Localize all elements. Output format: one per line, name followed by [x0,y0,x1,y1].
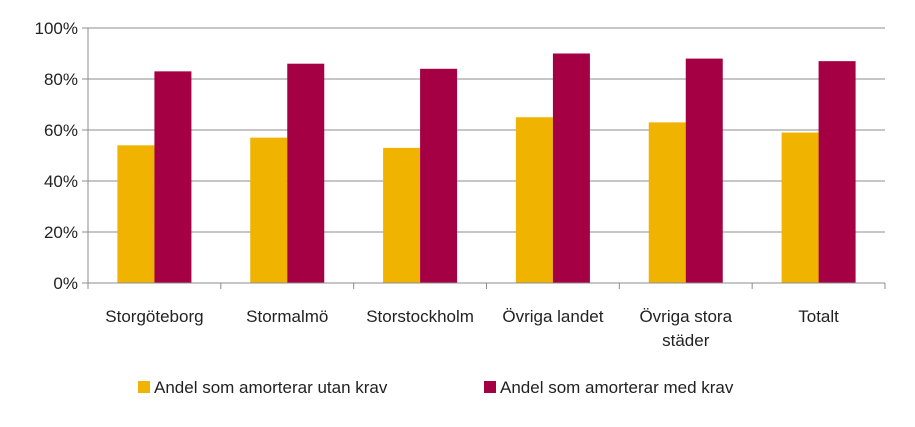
bar-med-krav [685,58,723,283]
category-label: Övriga stora [639,307,732,326]
bar-utan-krav [383,147,421,283]
bar-utan-krav [515,117,553,283]
legend-swatch [138,381,150,393]
bar-med-krav [818,61,856,284]
y-tick-label: 80% [44,70,78,89]
y-tick-label: 20% [44,223,78,242]
grid-lines [82,27,885,284]
y-tick-label: 100% [35,19,78,38]
category-label: Storstockholm [366,307,474,326]
bar-utan-krav [648,122,686,283]
category-label: städer [662,331,710,350]
legend-label: Andel som amorterar med krav [500,378,734,397]
bar-utan-krav [250,137,288,283]
bar-med-krav [552,53,590,283]
bar-med-krav [287,63,325,284]
bar-med-krav [420,68,458,283]
y-tick-label: 40% [44,172,78,191]
category-label: Övriga landet [502,307,603,326]
y-tick-label: 60% [44,121,78,140]
axes [87,28,886,289]
legend: Andel som amorterar utan krav Andel som a… [138,378,734,397]
category-label: Storgöteborg [105,307,203,326]
category-label: Totalt [798,307,839,326]
y-axis-tick-labels: 0% 20% 40% 60% 80% 100% [35,19,78,293]
bar-med-krav [154,71,192,283]
bar-utan-krav [117,145,155,283]
y-tick-label: 0% [53,274,78,293]
legend-label: Andel som amorterar utan krav [154,378,388,397]
bars [117,53,856,284]
x-axis-category-labels: Storgöteborg Stormalmö Storstockholm Övriga… [105,307,839,350]
category-label: Stormalmö [246,307,328,326]
legend-swatch [484,381,496,393]
bar-utan-krav [781,132,819,283]
